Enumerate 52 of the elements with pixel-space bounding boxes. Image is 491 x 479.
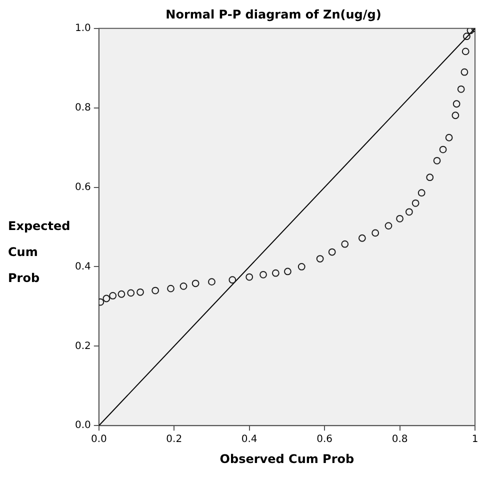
point	[396, 214, 404, 222]
x-tick-label: 0.4	[241, 434, 258, 446]
point	[452, 100, 460, 108]
point	[372, 229, 380, 237]
x-tick-label: 0.0	[90, 434, 107, 446]
x-tick-label: 0.2	[166, 434, 182, 446]
point	[136, 288, 144, 296]
point	[109, 292, 117, 300]
point	[433, 156, 441, 164]
x-axis-title: Observed Cum Prob	[220, 452, 355, 466]
point	[260, 270, 267, 278]
point	[192, 280, 200, 288]
point	[452, 112, 460, 120]
x-tick-label: 0.6	[316, 434, 333, 446]
point	[298, 263, 306, 270]
point	[463, 32, 470, 40]
y-tick-label: 0.0	[74, 420, 91, 432]
y-axis-title: Expected Cum Prob	[8, 218, 72, 287]
point	[341, 240, 349, 248]
point	[412, 199, 420, 207]
point	[316, 255, 324, 262]
y-tick-label: 0.8	[74, 102, 91, 114]
y-tick-label: 0.2	[74, 340, 91, 352]
point	[328, 248, 336, 256]
point	[167, 284, 174, 292]
point	[426, 174, 434, 182]
point	[127, 289, 135, 297]
point	[457, 85, 465, 93]
point	[180, 282, 188, 290]
point	[102, 294, 110, 302]
point	[460, 68, 468, 76]
point	[118, 290, 126, 298]
y-tick-label: 0.6	[74, 182, 91, 193]
point	[246, 273, 254, 281]
point	[462, 48, 470, 56]
point	[228, 276, 236, 284]
point	[466, 28, 474, 34]
point	[418, 189, 426, 197]
point	[445, 134, 453, 142]
point	[152, 286, 160, 294]
point	[358, 234, 366, 242]
x-tick-label: 1	[472, 434, 478, 446]
y-tick-label: 0.4	[74, 261, 91, 272]
point	[405, 208, 413, 216]
point	[272, 269, 280, 277]
chart-title: Normal P-P diagram of Zn(ug/g)	[166, 7, 382, 22]
y-tick-label: 1.0	[74, 22, 91, 34]
point	[384, 222, 392, 230]
point	[208, 278, 216, 286]
x-tick-label: 0.8	[392, 434, 408, 446]
point	[284, 268, 292, 276]
point	[439, 146, 447, 154]
